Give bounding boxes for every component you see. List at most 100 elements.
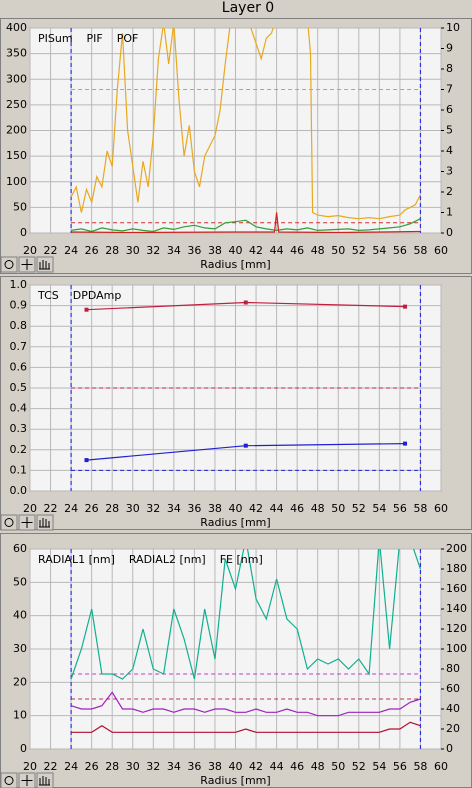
- series-line: [70, 549, 421, 680]
- page-title: Layer 0: [222, 0, 274, 16]
- y2-tick-label: 140: [446, 602, 467, 615]
- x-tick-label: 40: [229, 502, 243, 515]
- legend-entry: POF: [117, 32, 139, 45]
- x-tick-label: 20: [23, 760, 37, 773]
- y2-tick-label: 10: [446, 21, 460, 34]
- y2-tick-label: 200: [446, 542, 467, 555]
- y2-tick-label: 4: [446, 144, 453, 157]
- x-tick-label: 44: [270, 760, 284, 773]
- x-tick-label: 50: [331, 760, 345, 773]
- point-marker: [84, 307, 89, 312]
- x-tick-label: 58: [413, 244, 427, 257]
- point-marker: [403, 441, 408, 446]
- toolbar-button[interactable]: [0, 772, 18, 788]
- y-tick-label: 250: [6, 98, 27, 111]
- y-tick-label: 10: [13, 709, 27, 722]
- x-tick-label: 52: [352, 760, 366, 773]
- x-tick-label: 32: [146, 760, 160, 773]
- pan-icon: [21, 259, 33, 270]
- legend-entry: PIF: [87, 32, 103, 45]
- x-tick-label: 60: [434, 502, 448, 515]
- y2-tick-label: 0: [446, 742, 453, 755]
- x-tick-label: 42: [249, 502, 263, 515]
- x-tick-label: 28: [105, 502, 119, 515]
- x-tick-label: 40: [229, 760, 243, 773]
- x-tick-label: 42: [249, 244, 263, 257]
- y2-tick-label: 180: [446, 562, 467, 575]
- y-tick-label: 0.5: [10, 381, 28, 394]
- x-axis-label: Radius [mm]: [200, 516, 270, 529]
- x-axis-label: Radius [mm]: [200, 258, 270, 271]
- x-tick-label: 38: [208, 244, 222, 257]
- y2-tick-label: 7: [446, 83, 453, 96]
- x-tick-label: 46: [290, 244, 304, 257]
- y-tick-label: 30: [13, 642, 27, 655]
- x-tick-label: 22: [44, 760, 58, 773]
- series-line: [71, 721, 421, 733]
- x-tick-label: 56: [393, 244, 407, 257]
- x-tick-label: 46: [290, 760, 304, 773]
- x-tick-label: 36: [187, 760, 201, 773]
- y-tick-label: 0.1: [10, 463, 28, 476]
- y-tick-label: 0.9: [10, 299, 28, 312]
- x-tick-label: 34: [167, 244, 181, 257]
- x-tick-label: 44: [270, 244, 284, 257]
- plot-content: [70, 549, 422, 749]
- y-tick-label: 0: [20, 742, 27, 755]
- legend-entry: PISum: [38, 32, 73, 45]
- point-marker: [243, 443, 248, 448]
- y2-tick-label: 160: [446, 582, 467, 595]
- y-tick-label: 300: [6, 72, 27, 85]
- hand-icon: [39, 776, 50, 786]
- x-tick-label: 54: [372, 502, 386, 515]
- toolbar-button[interactable]: [36, 514, 54, 531]
- toolbar-button[interactable]: [36, 772, 54, 788]
- x-tick-label: 36: [187, 502, 201, 515]
- x-tick-label: 38: [208, 760, 222, 773]
- toolbar-button[interactable]: [36, 256, 54, 273]
- x-tick-label: 60: [434, 244, 448, 257]
- x-tick-label: 48: [311, 244, 325, 257]
- x-tick-label: 48: [311, 760, 325, 773]
- x-tick-label: 38: [208, 502, 222, 515]
- x-tick-label: 54: [372, 760, 386, 773]
- series-line: [70, 28, 421, 220]
- zoom-icon: [4, 776, 14, 785]
- x-axis-label: Radius [mm]: [200, 774, 270, 787]
- y-tick-label: 0.2: [10, 443, 28, 456]
- point-marker: [84, 458, 89, 463]
- x-tick-label: 24: [64, 502, 78, 515]
- x-tick-label: 30: [126, 244, 140, 257]
- y2-tick-label: 2: [446, 185, 453, 198]
- x-tick-label: 60: [434, 760, 448, 773]
- legend-entry: DPDAmp: [73, 289, 122, 302]
- y2-tick-label: 40: [446, 702, 460, 715]
- toolbar-button[interactable]: [0, 256, 18, 273]
- y-tick-label: 0.7: [10, 340, 28, 353]
- y2-tick-label: 60: [446, 682, 460, 695]
- toolbar-button[interactable]: [0, 514, 18, 531]
- x-tick-label: 26: [85, 760, 99, 773]
- y-tick-label: 40: [13, 609, 27, 622]
- hand-icon: [39, 260, 50, 270]
- y2-tick-label: 0: [446, 226, 453, 239]
- y2-tick-label: 80: [446, 662, 460, 675]
- x-tick-label: 36: [187, 244, 201, 257]
- y2-tick-label: 6: [446, 103, 453, 116]
- x-tick-label: 28: [105, 244, 119, 257]
- x-tick-label: 46: [290, 502, 304, 515]
- x-tick-label: 56: [393, 760, 407, 773]
- y-tick-label: 0.8: [10, 319, 28, 332]
- x-tick-label: 52: [352, 244, 366, 257]
- x-tick-label: 22: [44, 502, 58, 515]
- x-tick-label: 50: [331, 244, 345, 257]
- x-tick-label: 40: [229, 244, 243, 257]
- series-line: [70, 691, 421, 717]
- x-tick-label: 44: [270, 502, 284, 515]
- y2-tick-label: 5: [446, 124, 453, 137]
- x-tick-label: 56: [393, 502, 407, 515]
- series-line: [71, 212, 421, 233]
- y-tick-label: 50: [13, 200, 27, 213]
- y-tick-label: 0.6: [10, 360, 28, 373]
